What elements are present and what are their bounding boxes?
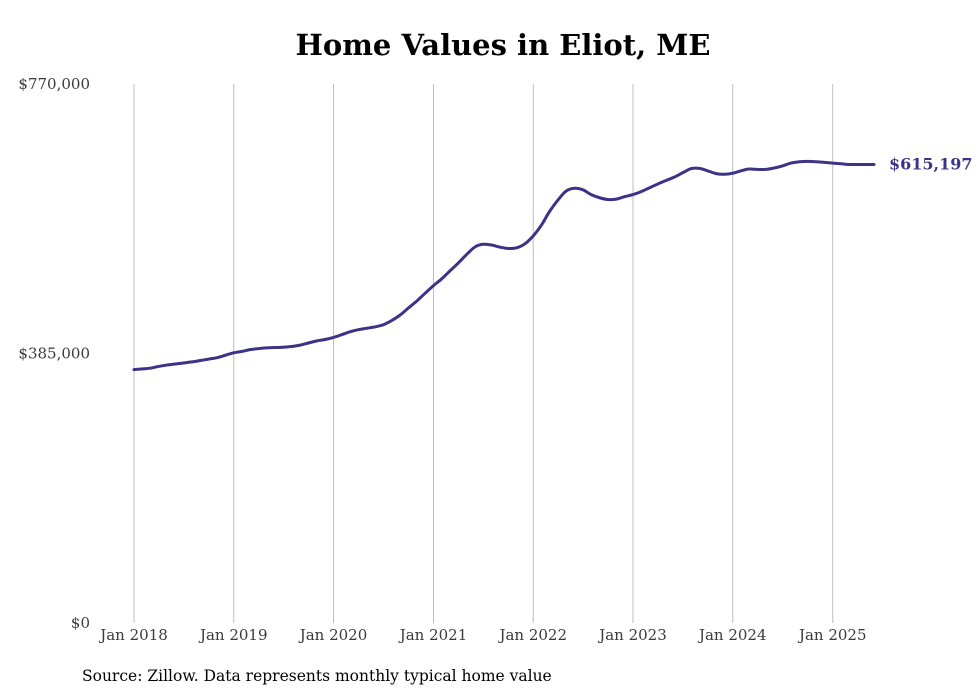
series-line-home-value xyxy=(132,159,876,372)
x-tick-label: Jan 2021 xyxy=(398,626,468,644)
vertical-gridlines xyxy=(133,84,834,623)
x-tick-label: Jan 2020 xyxy=(298,626,368,644)
x-tick-label: Jan 2024 xyxy=(697,626,767,644)
end-value-label-layer: $615,197 xyxy=(889,155,973,174)
y-tick-label: $770,000 xyxy=(18,75,90,93)
end-value-label: $615,197 xyxy=(889,155,973,174)
series-layer xyxy=(132,159,876,372)
y-tick-label: $385,000 xyxy=(18,345,90,363)
chart-title: Home Values in Eliot, ME xyxy=(295,28,711,62)
source-note: Source: Zillow. Data represents monthly … xyxy=(82,667,552,685)
x-axis-tick-labels: Jan 2018 Jan 2019 Jan 2020 Jan 2021 Jan 2022… xyxy=(98,626,866,644)
x-tick-label: Jan 2023 xyxy=(597,626,667,644)
x-tick-label: Jan 2022 xyxy=(497,626,567,644)
x-tick-label: Jan 2025 xyxy=(797,626,867,644)
y-axis-tick-labels: $0 $385,000 $770,000 xyxy=(18,75,90,632)
x-tick-label: Jan 2018 xyxy=(98,626,168,644)
y-tick-label: $0 xyxy=(71,614,90,632)
x-tick-label: Jan 2019 xyxy=(198,626,268,644)
